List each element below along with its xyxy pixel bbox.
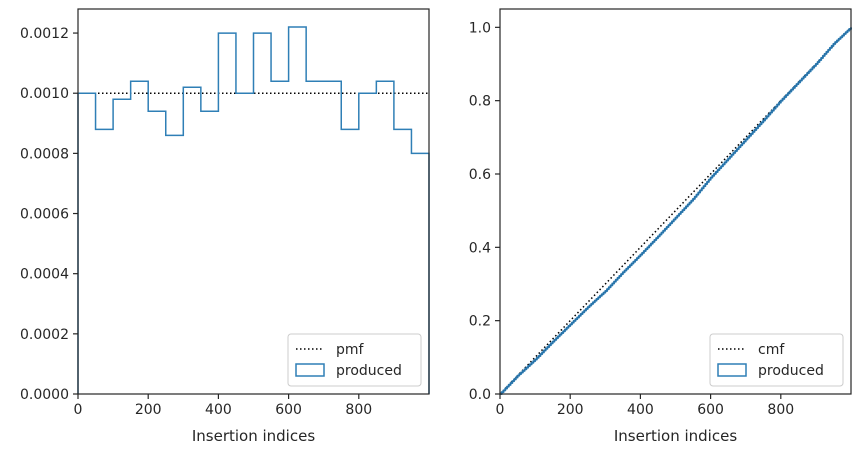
cmf-x-tick-label: 400 (627, 402, 654, 418)
cmf-x-tick-label: 600 (697, 402, 724, 418)
cmf-x-axis-label: Insertion indices (614, 427, 737, 445)
pmf-x-axis-label: Insertion indices (192, 427, 315, 445)
cmf-legend-cmf-label: cmf (758, 342, 785, 358)
pmf-produced-histogram (77, 26, 430, 394)
cmf-x-tick-label: 0 (496, 402, 505, 418)
pmf-y-tick-label: 0.0000 (20, 387, 69, 403)
pmf-legend-produced-label: produced (336, 363, 402, 379)
pmf-y-tick-label: 0.0010 (20, 86, 69, 102)
cmf-x-ticks: 0 200 400 600 800 (496, 394, 794, 418)
cmf-panel: 0 200 400 600 800 0.0 0.2 0.4 0.6 0.8 1.0 Inserti… (469, 8, 852, 445)
cmf-legend-produced-swatch (717, 363, 747, 377)
cmf-legend-box (709, 333, 844, 387)
cmf-y-tick-label: 0.8 (469, 94, 491, 110)
pmf-series-layer (77, 26, 430, 394)
pmf-legend-pmf-label: pmf (336, 342, 365, 358)
cmf-y-tick-label: 1.0 (469, 20, 491, 36)
cmf-y-tick-label: 0.4 (469, 240, 491, 256)
pmf-panel: 0 200 400 600 800 0.00000.00020.00040.00060.… (20, 8, 430, 445)
pmf-y-tick-label: 0.0008 (20, 146, 69, 162)
cmf-y-tick-label: 0.0 (469, 387, 491, 403)
cmf-x-tick-label: 800 (767, 402, 794, 418)
pmf-x-tick-label: 800 (345, 402, 372, 418)
cmf-plot-frame (499, 8, 852, 395)
pmf-x-tick-label: 400 (205, 402, 232, 418)
pmf-y-tick-label: 0.0006 (20, 207, 69, 223)
cmf-produced-curve-edge (500, 27, 852, 395)
cmf-y-tick-label: 0.6 (469, 167, 491, 183)
cmf-legend-produced-label: produced (758, 363, 824, 379)
pmf-y-tick-label: 0.0012 (20, 26, 69, 42)
cmf-reference-line (499, 26, 852, 395)
pmf-plot-frame (77, 8, 430, 395)
pmf-y-tick-label: 0.0004 (20, 267, 69, 283)
pmf-y-ticks: 0.0000 0.0002 0.0004 0.0006 0.0008 0.0010 0.00… (20, 26, 78, 403)
cmf-legend: cmf produced (709, 333, 844, 387)
pmf-x-tick-label: 0 (74, 402, 83, 418)
cmf-series-layer (500, 27, 852, 395)
pmf-y-tick-label: 0.0002 (20, 327, 69, 343)
cmf-x-tick-label: 200 (557, 402, 584, 418)
cmf-reference-layer (499, 26, 852, 395)
pmf-x-tick-label: 600 (275, 402, 302, 418)
cmf-y-tick-label: 0.2 (469, 314, 491, 330)
pmf-legend-box (287, 333, 422, 387)
pmf-x-ticks: 0 200 400 600 800 (74, 394, 372, 418)
pmf-x-tick-label: 200 (135, 402, 162, 418)
pmf-legend: pmf produced (287, 333, 422, 387)
pmf-legend-produced-swatch (295, 363, 325, 377)
cmf-y-ticks: 0.0 0.2 0.4 0.6 0.8 1.0 (469, 20, 500, 403)
